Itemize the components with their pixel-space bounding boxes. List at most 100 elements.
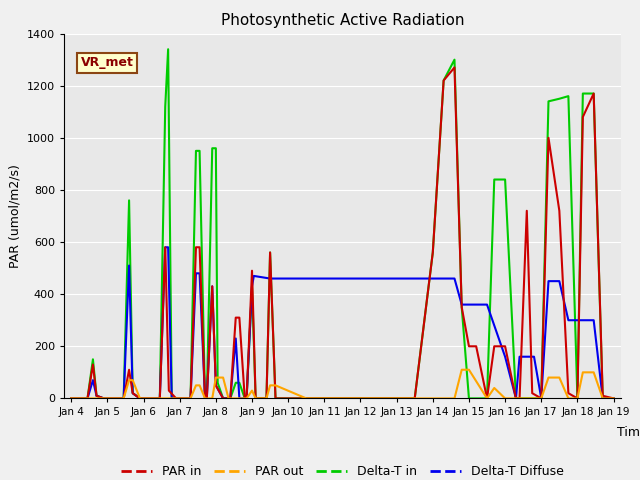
Delta-T Diffuse — [232, 336, 239, 341]
Delta-T Diffuse — [465, 302, 473, 308]
PAR out — [590, 370, 598, 375]
Delta-T Diffuse — [248, 284, 256, 289]
Delta-T Diffuse — [545, 278, 552, 284]
PAR out — [192, 383, 200, 388]
PAR out — [303, 396, 310, 401]
Delta-T Diffuse — [512, 396, 520, 401]
PAR out — [136, 396, 144, 401]
Delta-T Diffuse — [93, 393, 100, 399]
Delta-T Diffuse — [303, 276, 310, 281]
Delta-T Diffuse — [201, 396, 209, 401]
Delta-T Diffuse — [196, 270, 204, 276]
Delta-T in — [67, 396, 75, 401]
Line: PAR out: PAR out — [71, 370, 614, 398]
PAR out — [212, 375, 220, 381]
Title: Photosynthetic Active Radiation: Photosynthetic Active Radiation — [221, 13, 464, 28]
PAR in — [545, 135, 552, 141]
Delta-T Diffuse — [266, 276, 274, 281]
PAR out — [248, 388, 256, 394]
Delta-T in — [303, 396, 310, 401]
PAR out — [429, 396, 436, 401]
Delta-T Diffuse — [156, 396, 164, 401]
Delta-T Diffuse — [129, 390, 136, 396]
PAR out — [209, 396, 216, 401]
X-axis label: Time: Time — [616, 426, 640, 439]
Delta-T Diffuse — [168, 396, 175, 401]
PAR out — [220, 375, 227, 381]
Delta-T Diffuse — [250, 273, 258, 279]
Delta-T Diffuse — [164, 244, 172, 250]
Delta-T Diffuse — [483, 302, 491, 308]
PAR in — [512, 396, 520, 401]
Delta-T Diffuse — [530, 354, 538, 360]
PAR out — [599, 396, 607, 401]
PAR in — [610, 396, 618, 401]
PAR out — [243, 396, 250, 401]
PAR out — [610, 396, 618, 401]
Delta-T Diffuse — [192, 270, 200, 276]
PAR out — [483, 396, 491, 401]
PAR out — [451, 396, 458, 401]
PAR out — [516, 396, 524, 401]
PAR out — [67, 396, 75, 401]
PAR out — [490, 385, 498, 391]
Delta-T Diffuse — [136, 396, 144, 401]
PAR out — [187, 396, 195, 401]
PAR out — [262, 396, 270, 401]
Delta-T Diffuse — [203, 396, 211, 401]
PAR in — [187, 396, 195, 401]
Delta-T in — [220, 396, 227, 401]
Delta-T Diffuse — [161, 244, 169, 250]
Delta-T Diffuse — [67, 396, 75, 401]
Delta-T Diffuse — [440, 276, 447, 281]
Delta-T Diffuse — [209, 284, 216, 289]
PAR in — [192, 244, 200, 250]
Delta-T Diffuse — [120, 396, 127, 401]
PAR out — [120, 396, 127, 401]
PAR out — [225, 396, 232, 401]
Delta-T Diffuse — [599, 396, 607, 401]
Delta-T Diffuse — [538, 396, 545, 401]
Legend: PAR in, PAR out, Delta-T in, Delta-T Diffuse: PAR in, PAR out, Delta-T in, Delta-T Dif… — [116, 460, 569, 480]
Delta-T Diffuse — [501, 354, 509, 360]
PAR out — [538, 396, 545, 401]
Delta-T in — [164, 47, 172, 52]
Delta-T Diffuse — [84, 396, 92, 401]
PAR in — [483, 396, 491, 401]
Delta-T Diffuse — [227, 396, 234, 401]
Delta-T Diffuse — [458, 302, 465, 308]
Delta-T Diffuse — [212, 383, 220, 388]
PAR out — [203, 396, 211, 401]
PAR out — [564, 396, 572, 401]
Delta-T in — [610, 396, 618, 401]
Delta-T Diffuse — [573, 317, 581, 323]
PAR out — [483, 396, 491, 401]
Delta-T Diffuse — [516, 354, 524, 360]
Line: PAR in: PAR in — [71, 68, 614, 398]
PAR out — [529, 396, 536, 401]
PAR out — [501, 396, 509, 401]
PAR out — [579, 370, 587, 375]
Delta-T in — [84, 396, 92, 401]
PAR out — [411, 396, 419, 401]
Line: Delta-T in: Delta-T in — [71, 49, 614, 398]
PAR out — [271, 383, 279, 388]
PAR out — [556, 375, 563, 381]
Delta-T Diffuse — [236, 396, 243, 401]
Delta-T in — [516, 396, 524, 401]
PAR out — [465, 367, 473, 372]
Delta-T Diffuse — [243, 396, 250, 401]
Line: Delta-T Diffuse: Delta-T Diffuse — [71, 247, 614, 398]
Delta-T Diffuse — [89, 377, 97, 383]
PAR in — [590, 91, 598, 96]
Y-axis label: PAR (umol/m2/s): PAR (umol/m2/s) — [8, 164, 21, 268]
Delta-T Diffuse — [564, 317, 572, 323]
PAR out — [458, 367, 465, 372]
PAR out — [545, 375, 552, 381]
PAR out — [196, 383, 204, 388]
Delta-T in — [440, 78, 447, 84]
PAR out — [252, 396, 259, 401]
Delta-T Diffuse — [125, 263, 133, 268]
Delta-T Diffuse — [610, 396, 618, 401]
Delta-T Diffuse — [220, 396, 227, 401]
